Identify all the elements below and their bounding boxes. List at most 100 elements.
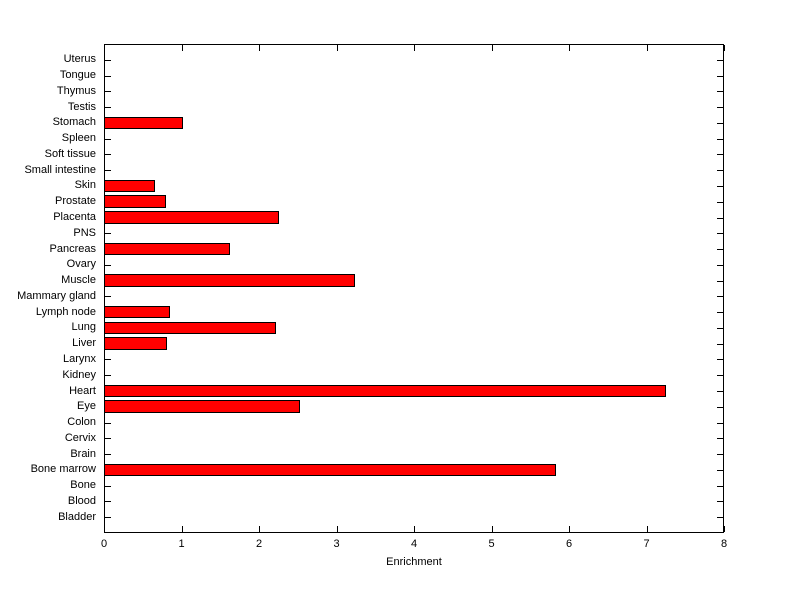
y-tick-right: [717, 138, 723, 140]
y-axis-tick-label: Stomach: [52, 116, 96, 129]
bar: [104, 179, 155, 193]
y-axis-tick-label: PNS: [73, 226, 96, 239]
y-axis-tick-label: Cervix: [64, 431, 96, 444]
x-tick-top: [336, 45, 338, 51]
y-tick-right: [717, 122, 723, 124]
x-tick-bottom: [491, 526, 493, 532]
y-tick-left: [105, 264, 111, 266]
y-tick-right: [717, 233, 723, 235]
y-axis-tick-label: Soft tissue: [44, 147, 96, 160]
y-axis-tick-label: Bladder: [58, 510, 96, 523]
x-tick-top: [259, 45, 260, 51]
y-tick-left: [105, 517, 111, 519]
y-tick-right: [717, 170, 723, 172]
x-tick-bottom: [646, 526, 648, 532]
y-tick-right: [717, 469, 723, 471]
y-axis-tick-label: Small intestine: [24, 163, 96, 176]
x-axis-tick-label: 3: [333, 538, 340, 550]
y-tick-right: [717, 217, 723, 219]
y-tick-right: [717, 438, 723, 440]
x-axis-tick-label: 6: [565, 538, 573, 550]
y-tick-right: [717, 264, 723, 266]
y-axis-tick-label: Heart: [69, 384, 96, 397]
y-axis-tick-label: Muscle: [61, 274, 96, 287]
plot-area: [104, 44, 725, 533]
y-tick-right: [717, 249, 723, 251]
x-tick-bottom: [724, 526, 725, 532]
bar: [104, 211, 280, 224]
y-axis-tick-label: Tongue: [59, 69, 96, 82]
x-tick-top: [104, 45, 105, 51]
y-axis-tick-label: Liver: [72, 337, 96, 350]
x-tick-top: [181, 45, 183, 51]
y-axis-tick-label: Skin: [74, 179, 96, 192]
y-axis-tick-label: Uterus: [63, 53, 96, 66]
y-axis-tick-label: Ovary: [66, 258, 96, 271]
y-axis-tick-label: Bone: [70, 479, 96, 492]
y-tick-right: [717, 501, 723, 503]
y-tick-right: [717, 422, 723, 424]
y-tick-left: [105, 154, 111, 156]
y-tick-left: [105, 485, 111, 487]
y-tick-right: [717, 296, 723, 298]
x-axis-tick-label: 5: [488, 538, 495, 550]
bar: [104, 463, 557, 477]
y-axis-tick-label: Blood: [67, 494, 96, 507]
y-tick-left: [105, 359, 111, 361]
x-tick-bottom: [104, 526, 105, 532]
x-tick-top: [414, 45, 415, 51]
y-tick-left: [105, 59, 111, 61]
y-tick-left: [105, 296, 111, 298]
x-tick-top: [724, 45, 725, 51]
y-tick-right: [717, 201, 723, 203]
y-tick-left: [105, 422, 111, 424]
x-axis-title: Enrichment: [386, 556, 442, 568]
y-tick-right: [717, 312, 723, 314]
x-tick-bottom: [569, 526, 570, 532]
y-axis-tick-label: Kidney: [62, 368, 96, 381]
y-axis-tick-label: Larynx: [62, 352, 96, 365]
x-tick-top: [646, 45, 648, 51]
y-tick-right: [717, 406, 723, 408]
bar: [104, 116, 183, 130]
bar: [104, 321, 277, 335]
y-axis-tick-label: Brain: [70, 447, 96, 460]
y-tick-left: [105, 75, 111, 77]
x-tick-top: [491, 45, 493, 51]
y-tick-right: [717, 359, 723, 361]
y-tick-right: [717, 75, 723, 77]
y-tick-right: [717, 107, 723, 109]
y-tick-right: [717, 185, 723, 187]
y-axis-tick-label: Prostate: [55, 195, 96, 208]
y-axis-tick-label: Lung: [71, 321, 96, 334]
y-axis-tick-label: Spleen: [61, 132, 96, 145]
y-axis-tick-label: Bone marrow: [30, 463, 96, 476]
x-tick-bottom: [259, 526, 260, 532]
y-tick-left: [105, 233, 111, 235]
y-axis-tick-label: Colon: [67, 416, 96, 429]
bar: [104, 305, 171, 319]
y-axis-tick-label: Testis: [67, 100, 96, 113]
y-tick-left: [105, 375, 111, 377]
x-axis-tick-label: 7: [643, 538, 650, 550]
x-tick-bottom: [414, 526, 415, 532]
y-tick-right: [717, 375, 723, 377]
y-axis-tick-label: Mammary gland: [17, 289, 96, 302]
x-axis-tick-label: 8: [720, 538, 728, 550]
bar: [104, 384, 667, 398]
y-tick-right: [717, 485, 723, 487]
y-tick-left: [105, 91, 111, 93]
y-tick-right: [717, 154, 723, 156]
x-axis-tick-label: 4: [410, 538, 418, 550]
x-tick-bottom: [336, 526, 338, 532]
y-tick-right: [717, 517, 723, 519]
bar: [104, 242, 230, 256]
bar: [104, 195, 167, 209]
y-tick-right: [717, 280, 723, 282]
x-axis-tick-label: 1: [178, 538, 185, 550]
y-tick-left: [105, 438, 111, 440]
x-axis-tick-label: 2: [255, 538, 263, 550]
y-tick-right: [717, 454, 723, 456]
y-axis-tick-label: Thymus: [56, 84, 96, 97]
